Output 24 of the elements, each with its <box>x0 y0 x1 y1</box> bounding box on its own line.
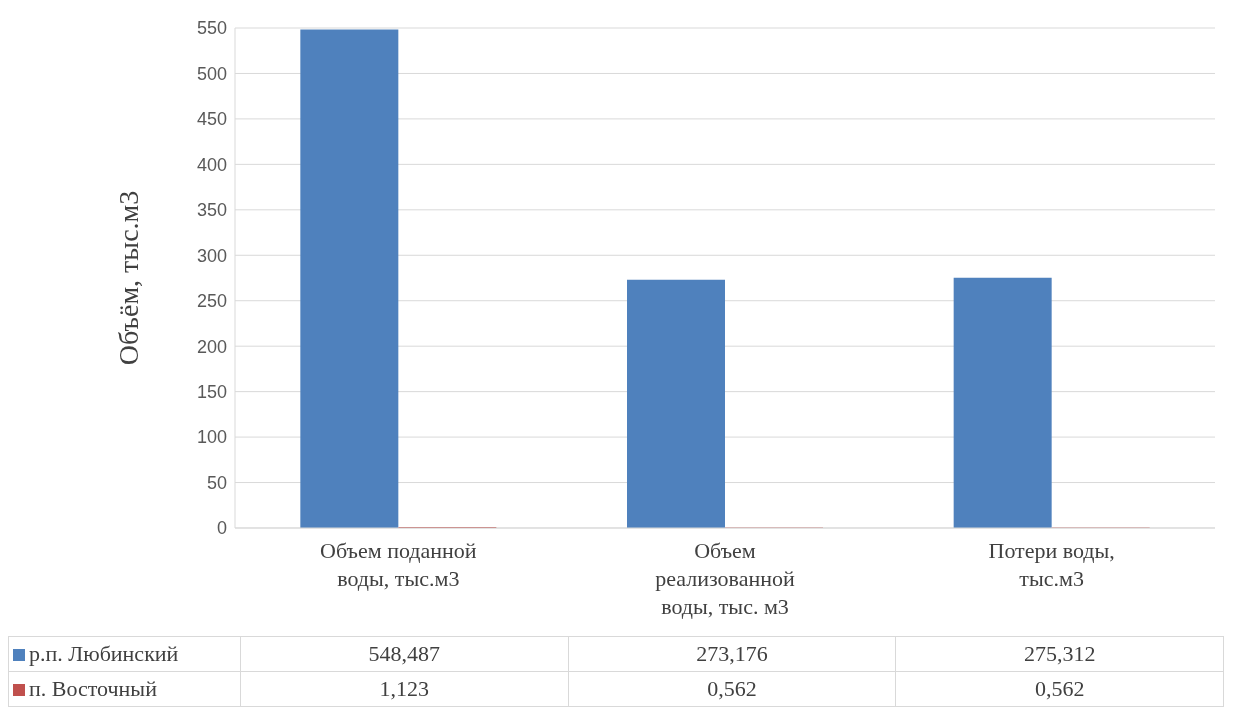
y-tick-label: 0 <box>216 518 227 539</box>
y-tick-label: 400 <box>196 154 227 175</box>
y-axis-title: Объём, тыс.м3 <box>112 190 144 366</box>
y-tick-label: 350 <box>196 200 227 221</box>
data-label: 0,562 <box>568 671 896 707</box>
x-tick-label: Объем поданной воды, тыс.м3 <box>320 538 477 591</box>
y-tick-label: 250 <box>196 291 227 312</box>
y-tick-label: 500 <box>196 63 227 84</box>
y-tick-label: 100 <box>196 427 227 448</box>
y-tick-label: 200 <box>196 336 227 357</box>
data-label: 275,312 <box>895 636 1224 672</box>
y-tick-label: 450 <box>196 109 227 130</box>
legend-label: п. Восточный <box>8 671 241 707</box>
data-label: 548,487 <box>240 636 569 672</box>
y-tick-label: 300 <box>196 245 227 266</box>
x-tick-label: Объем реализованной воды, тыс. м3 <box>655 538 795 619</box>
y-tick-label: 550 <box>196 18 227 39</box>
data-label: 273,176 <box>568 636 896 672</box>
y-tick-label: 50 <box>206 472 227 493</box>
legend-label: р.п. Любинский <box>8 636 241 672</box>
y-tick-label: 150 <box>196 382 227 403</box>
data-label: 1,123 <box>240 671 569 707</box>
x-tick-label: Потери воды, тыс.м3 <box>988 538 1115 591</box>
data-label: 0,562 <box>895 671 1224 707</box>
